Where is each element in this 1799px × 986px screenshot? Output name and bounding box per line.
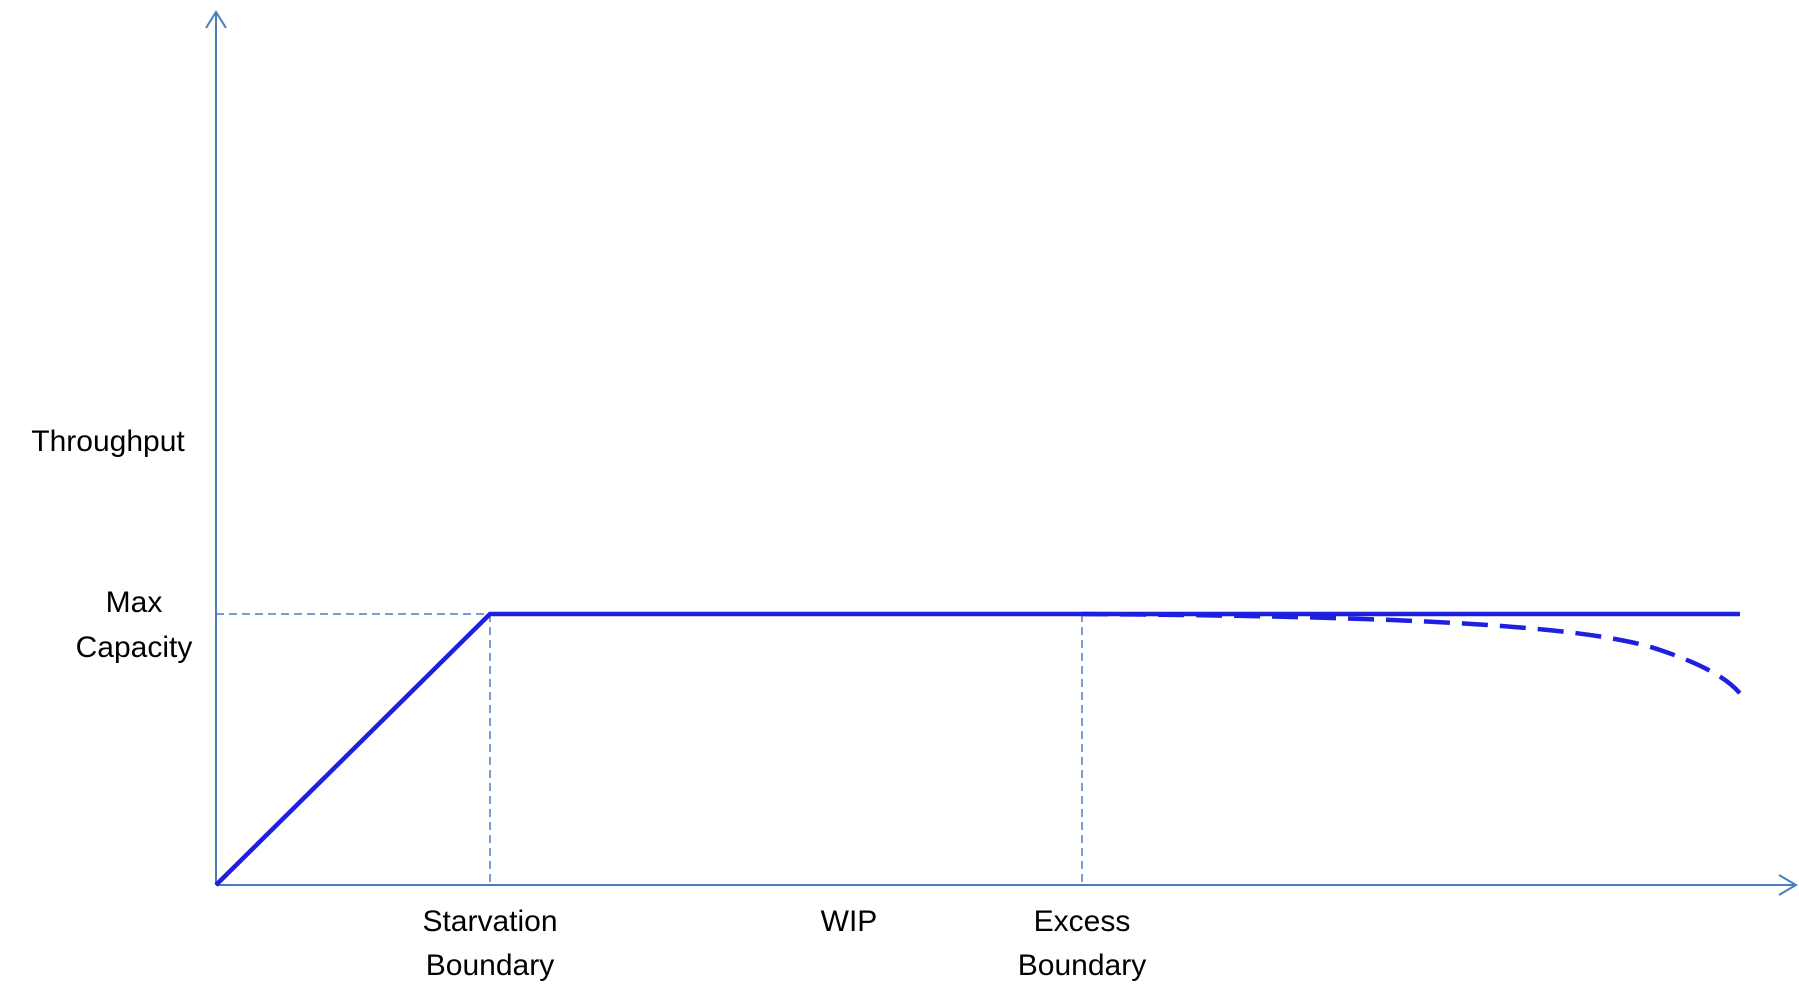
x-axis-label: WIP (821, 905, 878, 938)
throughput-degradation-curve (1082, 614, 1742, 696)
max-capacity-label-line1: Max (106, 586, 163, 619)
y-axis-label: Throughput (31, 425, 185, 458)
starvation-boundary-label-line2: Boundary (426, 949, 554, 982)
max-capacity-label-line2: Capacity (76, 631, 193, 664)
starvation-boundary-label-line1: Starvation (422, 905, 557, 938)
throughput-curve (216, 614, 1740, 885)
excess-boundary-label-line2: Boundary (1018, 949, 1146, 982)
excess-boundary-label-line1: Excess (1034, 905, 1131, 938)
